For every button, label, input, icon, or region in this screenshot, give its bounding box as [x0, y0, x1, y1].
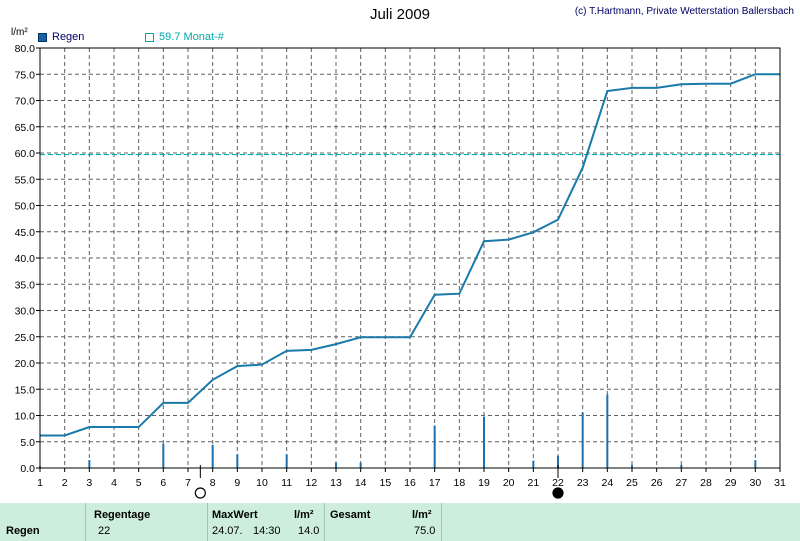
rain-bar: [162, 443, 165, 468]
cumulative-rain-line: [40, 73, 780, 437]
rain-bar: [285, 454, 288, 468]
x-tick-label: 16: [404, 477, 416, 489]
total-header: Gesamt: [330, 509, 371, 521]
x-tick-label: 31: [774, 477, 786, 489]
x-tick-label: 5: [136, 477, 142, 489]
y-tick-label: 35.0: [15, 279, 36, 291]
rain-bar: [88, 460, 91, 468]
x-tick-label: 28: [700, 477, 712, 489]
rain-bar: [211, 444, 214, 468]
rain-bar: [581, 412, 584, 468]
y-axis-unit: l/m²: [11, 27, 28, 38]
rain-bar: [236, 454, 239, 468]
rain-bar: [359, 462, 362, 468]
x-tick-label: 4: [111, 477, 117, 489]
stats-divider: [324, 503, 325, 541]
y-tick-label: 25.0: [15, 332, 36, 344]
stats-row-label: Regen: [6, 525, 40, 537]
x-tick-label: 15: [379, 477, 391, 489]
legend-rain-label: Regen: [52, 31, 85, 43]
legend-rain-swatch-icon: [38, 32, 47, 42]
chart-grid: [39, 47, 781, 469]
x-tick-label: 13: [330, 477, 342, 489]
stats-divider: [207, 503, 208, 541]
y-tick-label: 60.0: [15, 148, 36, 160]
new-moon-icon: [552, 487, 564, 499]
rain-bar: [335, 462, 337, 468]
stats-divider: [85, 503, 86, 541]
x-tick-label: 20: [503, 477, 515, 489]
max-value-header: MaxWert: [212, 509, 258, 521]
x-tick-label: 6: [160, 477, 166, 489]
y-tick-label: 50.0: [15, 201, 36, 213]
x-tick-label: 11: [281, 477, 292, 489]
rain-bar: [483, 416, 485, 468]
x-tick-label: 30: [749, 477, 761, 489]
y-tick-label: 15.0: [15, 384, 36, 396]
x-tick-label: 21: [527, 477, 539, 489]
stats-table: Regen Regentage 22 MaxWert l/m² 24.07. 1…: [0, 503, 800, 541]
x-tick-label: 23: [577, 477, 589, 489]
x-tick-label: 7: [185, 477, 191, 489]
moon-phases: [194, 465, 564, 499]
max-time: 14:30: [253, 525, 281, 537]
x-tick-label: 27: [675, 477, 687, 489]
x-tick-label: 9: [234, 477, 240, 489]
daily-rain-bars: [39, 394, 757, 468]
x-tick-label: 24: [601, 477, 613, 489]
y-tick-label: 65.0: [15, 122, 36, 134]
y-tick-label: 5.0: [20, 437, 35, 449]
rain-bar: [557, 455, 559, 468]
y-tick-label: 40.0: [15, 253, 36, 265]
legend-average-label: 59.7 Monat-#: [159, 31, 224, 43]
y-tick-label: 45.0: [15, 227, 36, 239]
chart-title: Juli 2009: [369, 6, 431, 23]
rain-bar: [754, 460, 757, 468]
y-tick-label: 75.0: [15, 69, 36, 81]
rain-bar: [631, 464, 633, 468]
stats-divider: [441, 503, 442, 541]
x-tick-label: 12: [305, 477, 317, 489]
rain-bar: [606, 394, 609, 468]
max-unit-header: l/m²: [294, 509, 314, 521]
x-tick-label: 26: [651, 477, 663, 489]
y-tick-label: 10.0: [15, 411, 36, 423]
legend-rain: Regen: [38, 31, 84, 43]
rain-bar: [433, 425, 436, 468]
x-axis-ticks: 1 2 3 4 5 6 7 8 9 10 11 12 13 14 15 16 17 18 19 20 21 22 23 24 2…: [37, 468, 786, 489]
x-tick-label: 18: [453, 477, 465, 489]
y-axis-ticks: 0.0 5.0 10.0 15.0 20.0 25.0 30.0 35.0 40.0 45.0 50…: [15, 43, 40, 475]
x-tick-label: 2: [62, 477, 68, 489]
rain-days-header: Regentage: [94, 509, 151, 521]
rain-chart: 0.0 5.0 10.0 15.0 20.0 25.0 30.0 35.0 40.0 45.0 50…: [15, 43, 786, 499]
y-tick-label: 80.0: [15, 43, 36, 55]
legend-average-swatch-icon: [145, 32, 154, 42]
y-tick-label: 70.0: [15, 96, 36, 108]
x-tick-label: 25: [626, 477, 638, 489]
x-tick-label: 17: [429, 477, 441, 489]
x-tick-label: 3: [86, 477, 92, 489]
legend-monthly-average: 59.7 Monat-#: [145, 31, 224, 43]
total-unit-header: l/m²: [412, 509, 432, 521]
rain-bar: [680, 464, 683, 468]
copyright-text: (c) T.Hartmann, Private Wetterstation Ba…: [574, 6, 794, 17]
max-value: 14.0: [298, 525, 320, 537]
rain-bar: [532, 460, 535, 468]
y-tick-label: 55.0: [15, 174, 36, 186]
x-tick-label: 10: [256, 477, 268, 489]
x-tick-label: 29: [725, 477, 737, 489]
x-tick-label: 1: [37, 477, 43, 489]
y-tick-label: 20.0: [15, 358, 36, 370]
total-value: 75.0: [414, 525, 436, 537]
y-tick-label: 0.0: [20, 463, 35, 475]
rain-days-value: 22: [98, 525, 111, 537]
y-tick-label: 30.0: [15, 306, 36, 318]
full-moon-icon: [194, 487, 206, 499]
x-tick-label: 22: [552, 477, 564, 489]
max-date: 24.07.: [212, 525, 243, 537]
x-tick-label: 19: [478, 477, 490, 489]
cumulative-line-group: [40, 73, 780, 437]
x-tick-label: 14: [355, 477, 367, 489]
x-tick-label: 8: [210, 477, 216, 489]
